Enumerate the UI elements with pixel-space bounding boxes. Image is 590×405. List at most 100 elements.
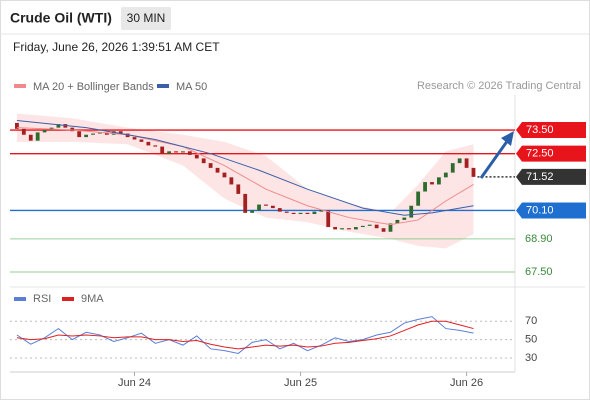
candle	[450, 163, 455, 173]
forecast-arrow	[479, 139, 510, 179]
candle	[160, 146, 165, 154]
candle	[84, 134, 88, 138]
candle	[222, 172, 227, 178]
candle	[104, 132, 109, 135]
candle	[215, 167, 220, 173]
candle	[98, 132, 102, 134]
candle	[201, 158, 206, 164]
y-tick-label: 70	[525, 315, 537, 327]
candle	[305, 212, 310, 215]
candle	[132, 137, 137, 140]
level-label: 67.50	[525, 266, 553, 278]
candle	[125, 133, 130, 138]
candle	[381, 228, 386, 232]
candle	[77, 131, 82, 138]
candle	[284, 211, 289, 213]
candle	[457, 158, 462, 164]
level-tag	[516, 122, 586, 139]
legend-swatch	[14, 297, 26, 301]
title: Crude Oil (WTI)	[10, 10, 112, 26]
level-tag	[516, 168, 586, 185]
candle	[243, 193, 248, 213]
candle	[139, 139, 144, 142]
candle	[70, 127, 75, 132]
credit: Research © 2026 Trading Central	[417, 80, 581, 92]
level-label: 73.50	[526, 124, 554, 136]
candle	[118, 131, 123, 134]
level-label: 72.50	[526, 148, 554, 160]
candle	[187, 151, 192, 155]
candle	[471, 167, 476, 177]
candle	[21, 128, 26, 135]
level-label: 71.52	[526, 171, 554, 183]
candle	[395, 219, 400, 224]
legend-label: MA 20 + Bollinger Bands	[33, 81, 154, 93]
candle	[443, 172, 448, 178]
moving-average	[16, 120, 474, 216]
candle	[146, 141, 151, 146]
candle	[374, 224, 379, 229]
candle	[423, 182, 427, 192]
moving-average	[16, 127, 474, 226]
candle	[291, 212, 296, 215]
candle	[42, 130, 47, 133]
candle	[167, 151, 172, 154]
candle	[340, 228, 344, 230]
candle	[388, 223, 393, 232]
candle	[312, 211, 317, 215]
interval-box[interactable]	[121, 7, 171, 30]
candle	[464, 158, 469, 168]
candle	[257, 204, 261, 211]
legend-swatch	[62, 297, 74, 301]
candle	[181, 151, 185, 153]
candle	[194, 154, 199, 159]
candle	[416, 191, 421, 206]
x-tick-label: Jun 24	[118, 377, 151, 389]
candle	[353, 227, 358, 230]
level-tag	[516, 202, 586, 219]
forecast-arrowhead	[501, 131, 514, 146]
level-label: 68.90	[525, 233, 553, 245]
candle	[229, 177, 234, 185]
candle	[28, 134, 33, 141]
interval[interactable]: 30 MIN	[127, 11, 166, 25]
legend-label: RSI	[33, 293, 51, 305]
legend-swatch	[157, 84, 169, 88]
candle	[236, 184, 241, 194]
candle	[367, 224, 372, 226]
candle	[153, 145, 158, 147]
candle	[333, 227, 338, 230]
x-tick-label: Jun 25	[284, 377, 317, 389]
y-tick-label: 50	[525, 334, 537, 346]
candle	[264, 204, 268, 206]
candle	[409, 205, 414, 218]
candle	[360, 225, 365, 228]
candle	[35, 132, 40, 141]
level-tag	[516, 145, 586, 162]
candle	[270, 205, 275, 209]
candle	[111, 131, 116, 135]
legend-label: 9MA	[81, 293, 104, 305]
candle	[430, 182, 434, 185]
y-tick-label: 30	[525, 352, 537, 364]
candle	[347, 228, 351, 230]
candle	[277, 208, 282, 212]
candle	[208, 163, 213, 168]
candle	[91, 133, 95, 135]
candle	[437, 177, 441, 185]
candle	[174, 151, 178, 153]
datetime: Friday, June 26, 2026 1:39:51 AM CET	[13, 40, 220, 54]
x-tick-label: Jun 26	[450, 377, 483, 389]
candle	[298, 212, 303, 215]
candle	[326, 210, 331, 228]
candle	[402, 217, 407, 220]
legend-swatch	[14, 84, 26, 88]
bollinger-band	[16, 113, 474, 249]
candle	[250, 210, 255, 213]
indicator-line	[16, 320, 474, 350]
level-label: 70.10	[526, 204, 554, 216]
legend-label: MA 50	[176, 81, 207, 93]
candle	[15, 122, 19, 129]
